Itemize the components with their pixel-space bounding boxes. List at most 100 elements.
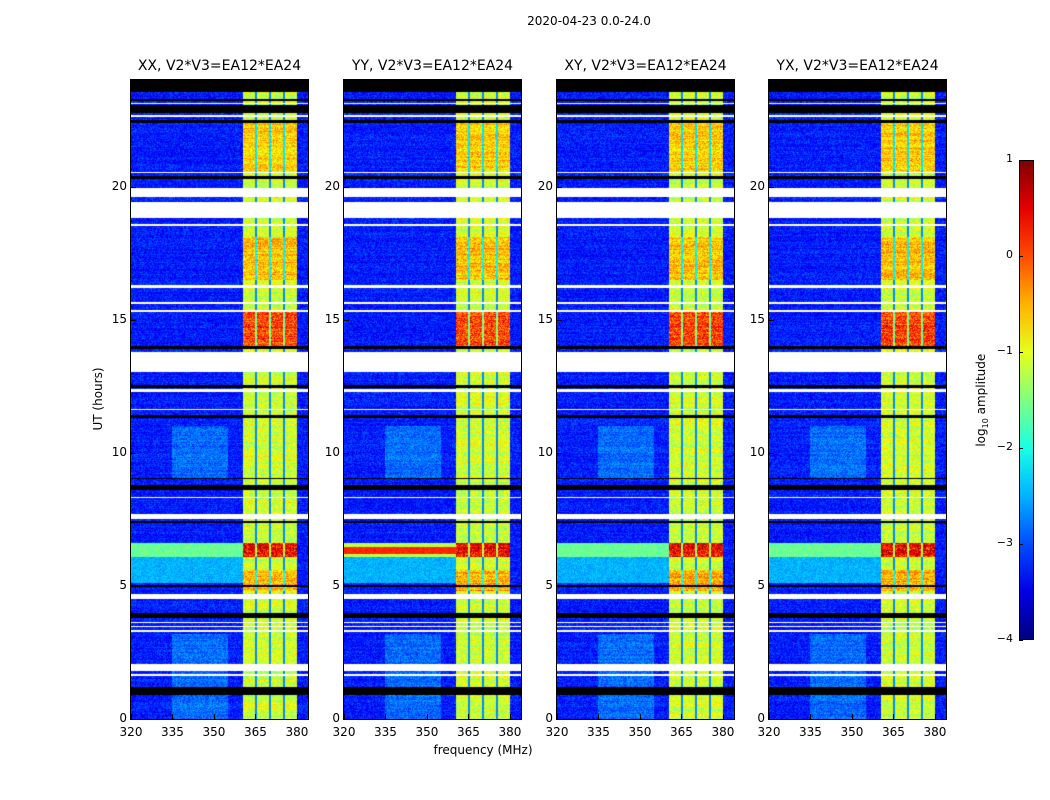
y-tick-label: 5 — [119, 577, 127, 592]
x-tick-label: 365 — [670, 725, 693, 739]
x-tick-label: 380 — [498, 725, 522, 739]
x-tick-mark — [681, 714, 683, 719]
y-tick-label: 10 — [537, 444, 553, 459]
colorbar-tick-mark — [1019, 160, 1023, 161]
x-tick-mark — [639, 714, 641, 719]
x-tick-label: 320 — [757, 725, 781, 739]
x-tick-label: 380 — [285, 725, 309, 739]
y-tick-label: 15 — [324, 311, 340, 326]
y-tick-mark — [344, 585, 349, 587]
x-tick-label: 350 — [628, 725, 652, 739]
x-tick-label: 320 — [545, 725, 569, 739]
y-tick-mark — [769, 186, 774, 188]
y-tick-label: 20 — [537, 178, 553, 193]
heatmap-panel-3: XY, V2*V3=EA12*EA24 320 335 350 365 380 0 5 10 15… — [538, 58, 735, 739]
x-tick-mark — [893, 714, 895, 719]
x-tick-label: 350 — [202, 725, 226, 739]
x-tick-mark — [468, 714, 470, 719]
x-tick-label: 365 — [882, 725, 905, 739]
panel-title: YY, V2*V3=EA12*EA24 — [351, 58, 514, 74]
y-tick-mark — [557, 719, 562, 720]
x-tick-mark — [255, 714, 257, 719]
x-tick-label: 335 — [587, 725, 610, 739]
y-tick-mark — [344, 319, 349, 321]
y-tick-label: 20 — [749, 178, 765, 193]
y-tick-label: 5 — [545, 577, 553, 592]
x-tick-label: 380 — [711, 725, 735, 739]
x-tick-label: 365 — [457, 725, 480, 739]
y-tick-label: 0 — [332, 711, 340, 725]
y-tick-mark — [557, 452, 562, 454]
y-tick-mark — [131, 585, 136, 587]
x-tick-label: 380 — [923, 725, 947, 739]
colorbar-tick-label: −4 — [996, 632, 1013, 645]
y-tick-label: 5 — [757, 577, 765, 592]
x-tick-mark — [385, 714, 387, 719]
heatmap-image — [769, 80, 946, 719]
x-tick-mark — [131, 714, 132, 719]
panel-title: XY, V2*V3=EA12*EA24 — [564, 58, 727, 74]
y-tick-label: 15 — [749, 311, 765, 326]
x-axis-label: frequency (MHz) — [433, 743, 533, 757]
x-tick-mark — [509, 714, 511, 719]
heatmap-image — [344, 80, 521, 719]
x-tick-mark — [426, 714, 428, 719]
colorbar-tick-mark — [1019, 256, 1023, 257]
y-tick-mark — [131, 719, 136, 720]
colorbar-tick-label: −3 — [996, 536, 1013, 549]
panel-title: YX, V2*V3=EA12*EA24 — [776, 58, 939, 74]
y-tick-mark — [131, 452, 136, 454]
x-tick-mark — [296, 714, 298, 719]
colorbar — [1019, 160, 1034, 640]
heatmap-panel-2: YY, V2*V3=EA12*EA24 320 335 350 365 380 0 5 10 15… — [325, 58, 522, 739]
y-tick-mark — [557, 319, 562, 321]
y-tick-mark — [344, 719, 349, 720]
x-tick-mark — [557, 714, 558, 719]
x-tick-label: 335 — [799, 725, 822, 739]
heatmap-image — [557, 80, 734, 719]
y-tick-label: 0 — [545, 711, 553, 725]
y-tick-label: 20 — [111, 178, 127, 193]
x-tick-label: 320 — [119, 725, 143, 739]
y-tick-mark — [769, 585, 774, 587]
y-tick-label: 0 — [757, 711, 765, 725]
colorbar-tick-label: −2 — [996, 440, 1013, 453]
y-tick-label: 15 — [111, 311, 127, 326]
x-tick-label: 320 — [332, 725, 356, 739]
x-tick-mark — [344, 714, 345, 719]
y-tick-label: 20 — [324, 178, 340, 193]
y-tick-mark — [769, 719, 774, 720]
colorbar-tick-mark — [1019, 352, 1023, 353]
y-tick-label: 15 — [537, 311, 553, 326]
heatmap-image — [131, 80, 308, 719]
x-tick-label: 335 — [161, 725, 184, 739]
y-axis-label: UT (hours) — [91, 367, 105, 431]
colorbar-tick-label: 0 — [1006, 248, 1013, 261]
y-tick-label: 10 — [324, 444, 340, 459]
x-tick-mark — [934, 714, 936, 719]
x-tick-label: 350 — [415, 725, 439, 739]
y-tick-mark — [344, 186, 349, 188]
y-tick-mark — [769, 452, 774, 454]
y-tick-label: 5 — [332, 577, 340, 592]
y-tick-mark — [769, 319, 774, 321]
colorbar-tick-label: 1 — [1006, 152, 1013, 165]
x-tick-mark — [722, 714, 724, 719]
heatmap-panel-1: XX, V2*V3=EA12*EA24 320 335 350 365 380 0 5 10 15… — [112, 58, 309, 739]
y-tick-label: 10 — [749, 444, 765, 459]
colorbar-tick-label: −1 — [996, 344, 1013, 357]
x-tick-mark — [810, 714, 812, 719]
x-tick-mark — [598, 714, 600, 719]
y-tick-label: 0 — [119, 711, 127, 725]
colorbar-tick-mark — [1019, 640, 1023, 641]
colorbar-tick-mark — [1019, 544, 1023, 545]
x-tick-label: 350 — [840, 725, 864, 739]
x-tick-mark — [851, 714, 853, 719]
x-tick-mark — [213, 714, 215, 719]
y-tick-mark — [557, 585, 562, 587]
y-tick-mark — [557, 186, 562, 188]
y-tick-mark — [131, 319, 136, 321]
x-tick-label: 335 — [374, 725, 397, 739]
x-tick-mark — [172, 714, 174, 719]
